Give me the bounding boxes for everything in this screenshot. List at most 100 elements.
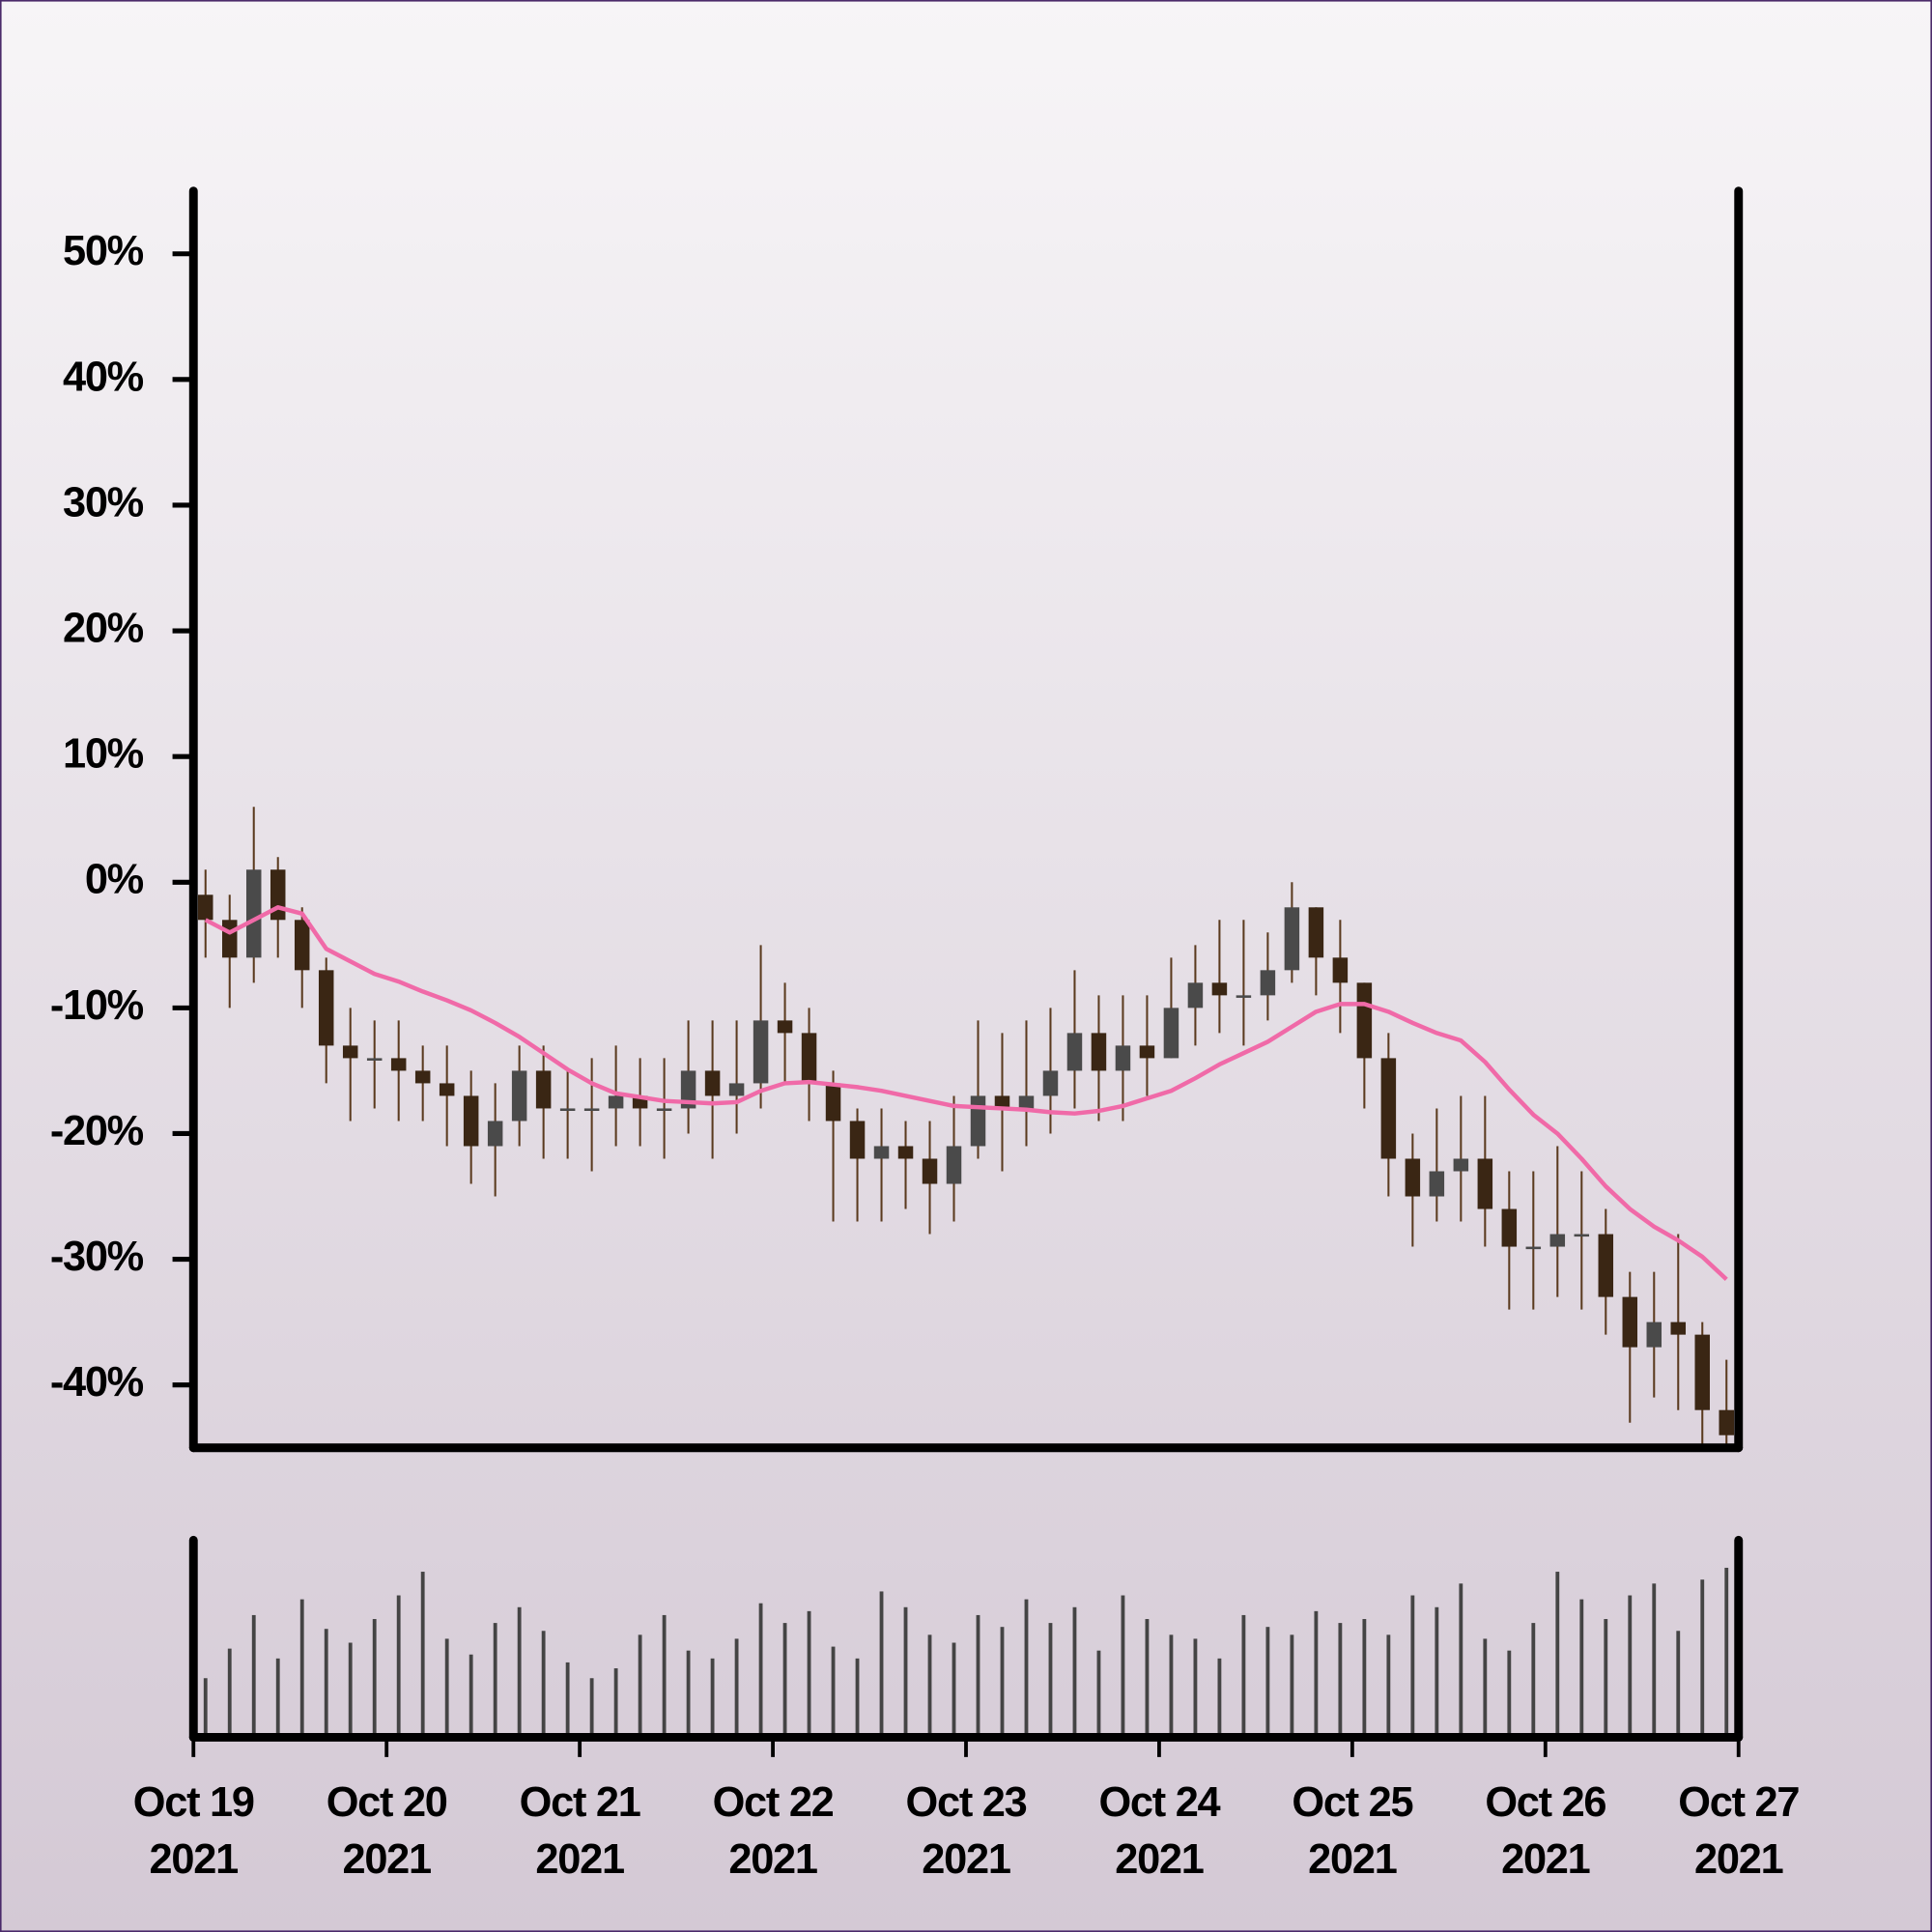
volume-bar <box>1193 1638 1198 1738</box>
candle-body <box>390 1058 407 1071</box>
volume-bar <box>1217 1658 1222 1738</box>
x-tick-label: Oct 22 2021 <box>712 1778 835 1883</box>
volume-bar <box>1096 1650 1101 1738</box>
volume-bar <box>469 1654 473 1738</box>
candle-body <box>559 1108 576 1111</box>
plot-layer: -40% -30% -20% -10% 0% 10% 20% 30% 40% 50% Oct 19 … <box>50 186 1800 1883</box>
volume-bar <box>976 1614 980 1738</box>
volume-bar <box>1700 1579 1705 1738</box>
candle-body <box>1356 982 1373 1059</box>
candle-body <box>994 1095 1010 1109</box>
volume-bar <box>348 1642 353 1738</box>
candle-body <box>1525 1246 1542 1250</box>
candle-body <box>198 895 213 921</box>
x-tick-label-box: Oct 19 2021 <box>132 1778 255 1883</box>
volume-bar <box>1604 1619 1608 1738</box>
volume-bar <box>1531 1623 1536 1738</box>
y-tick-label: 50% <box>63 228 144 274</box>
candle-body <box>487 1121 503 1147</box>
volume-bar <box>1483 1638 1488 1738</box>
candle-body <box>318 970 334 1046</box>
volume-bar <box>444 1638 449 1738</box>
x-tick-label: Oct 23 2021 <box>905 1778 1028 1883</box>
candle-body <box>535 1070 552 1109</box>
x-tick-label: Oct 26 2021 <box>1485 1778 1606 1883</box>
volume-bar <box>1241 1614 1246 1738</box>
candle-body <box>1187 982 1204 1009</box>
volume-bar <box>807 1610 811 1738</box>
candle-body <box>1115 1045 1131 1071</box>
volume-bar <box>952 1642 956 1738</box>
candle-body <box>1308 907 1324 958</box>
candle-body <box>1453 1158 1469 1172</box>
volume-bar <box>1507 1650 1512 1738</box>
candle-body <box>777 1020 793 1034</box>
volume-bar <box>1072 1606 1077 1738</box>
volume-bar <box>589 1678 594 1738</box>
volume-bar <box>903 1606 908 1738</box>
volume-bar <box>275 1658 280 1738</box>
volume-bar <box>299 1599 304 1738</box>
volume-bar <box>879 1591 884 1738</box>
volume-bar <box>1265 1627 1270 1738</box>
volume-bar <box>1290 1634 1294 1738</box>
candle-body <box>1598 1234 1614 1297</box>
candle-body <box>1670 1321 1687 1335</box>
x-tick-label-box: Oct 23 2021 <box>905 1778 1028 1883</box>
candle-body <box>801 1033 817 1084</box>
y-tick-label: 40% <box>63 354 144 400</box>
volume-bar <box>1628 1595 1633 1738</box>
volume-bar <box>1000 1627 1005 1738</box>
candle-body <box>608 1095 624 1109</box>
candle-body <box>1091 1033 1107 1071</box>
candle-body <box>1622 1296 1638 1348</box>
volume-bar <box>493 1623 497 1738</box>
volume-bar <box>565 1662 570 1738</box>
volume-bar <box>831 1646 836 1738</box>
volume-bar <box>1435 1606 1439 1738</box>
candle-body <box>1236 995 1252 998</box>
volume-bar <box>638 1634 642 1738</box>
x-tick-label-box: Oct 25 2021 <box>1292 1779 1413 1883</box>
candle-body <box>1260 970 1276 996</box>
candle-body <box>873 1146 890 1159</box>
candle-body <box>1477 1158 1493 1209</box>
candle-body <box>1042 1070 1059 1096</box>
candle-body <box>342 1045 358 1059</box>
candle-body <box>946 1146 962 1184</box>
volume-bar <box>1169 1634 1174 1738</box>
candle-body <box>1380 1058 1397 1159</box>
x-tick-label-box: Oct 24 2021 <box>1098 1779 1220 1883</box>
candle-body <box>221 920 238 958</box>
volume-bar <box>1338 1623 1343 1738</box>
x-tick-label: Oct 21 2021 <box>519 1778 641 1883</box>
x-tick-label-box: Oct 26 2021 <box>1485 1778 1606 1883</box>
candle-body <box>1018 1095 1035 1109</box>
volume-bar <box>855 1658 860 1738</box>
volume-bar <box>1145 1619 1150 1738</box>
volume-bar <box>927 1634 932 1738</box>
volume-bar <box>1676 1631 1681 1738</box>
x-tick-label: Oct 19 2021 <box>132 1778 255 1883</box>
volume-bar <box>710 1658 715 1738</box>
candle-body <box>728 1083 745 1096</box>
volume-bar <box>1410 1595 1415 1738</box>
candle-body <box>970 1095 986 1147</box>
candle-body <box>1694 1334 1711 1410</box>
x-tick-label: Oct 27 2021 <box>1678 1778 1800 1883</box>
candle-body <box>1066 1033 1083 1071</box>
volume-bar <box>420 1572 425 1738</box>
volume-bar <box>541 1631 546 1738</box>
candle-body <box>366 1058 383 1061</box>
volume-bar <box>1652 1583 1657 1738</box>
volume-bar <box>1024 1599 1029 1738</box>
candle-body <box>1405 1158 1421 1197</box>
candle-body <box>656 1108 672 1111</box>
y-tick-label: -30% <box>50 1234 144 1280</box>
candle-body <box>1211 982 1228 996</box>
candle-body <box>1429 1171 1445 1197</box>
y-tick-label: -20% <box>50 1108 144 1154</box>
volume-bar <box>251 1614 256 1738</box>
